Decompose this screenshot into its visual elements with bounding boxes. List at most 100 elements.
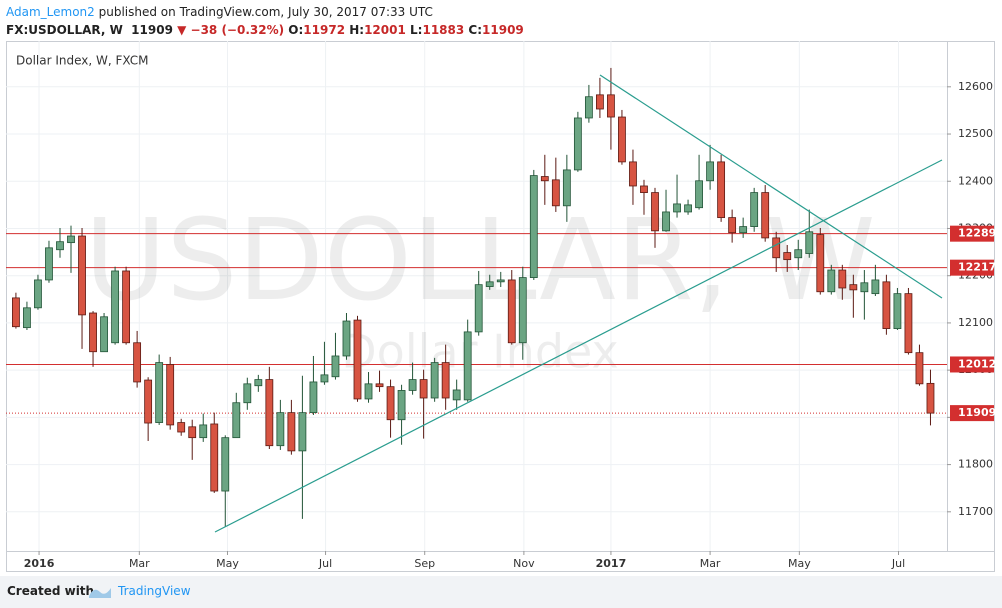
candle-body (739, 226, 748, 234)
candle-body (640, 185, 648, 193)
candle-body (518, 277, 527, 344)
change: ▼ −38 (−0.32%) (177, 23, 285, 37)
candle-body (893, 293, 902, 329)
candle-body (386, 386, 395, 421)
header-line-2: FX:USDOLLAR, W 11909 ▼ −38 (−0.32%) O:11… (6, 21, 524, 39)
candle-body (397, 390, 406, 421)
candle-body (144, 379, 153, 424)
candle-body (772, 237, 781, 259)
candle-body (496, 279, 505, 283)
created-with: Created with (7, 584, 95, 598)
price-label-box (950, 225, 994, 242)
candle-body (684, 204, 692, 213)
candle-body (441, 362, 450, 399)
trend-line[interactable] (214, 159, 943, 533)
x-tick-label: 2017 (596, 557, 627, 570)
candle-body (133, 342, 142, 383)
candle-body (695, 180, 703, 209)
candle-body (871, 279, 880, 295)
candle-body (353, 319, 362, 400)
candle-body (816, 234, 825, 293)
candle-body (827, 269, 836, 293)
candle-body (485, 281, 494, 287)
candle-body (320, 374, 329, 383)
candle-body (23, 307, 31, 329)
ohlc-value: 11883 (422, 23, 465, 37)
candle-body (331, 355, 340, 378)
trend-line[interactable] (599, 74, 943, 299)
x-tick-label: Jul (891, 557, 905, 570)
ohlc-value: 11909 (482, 23, 524, 37)
chart: USDOLLAR, W Dollar Index Dollar Index, W… (6, 41, 996, 572)
candle-body (717, 161, 726, 219)
chart-title: Dollar Index, W, FXCM (16, 54, 149, 68)
candle-body (45, 247, 53, 281)
candle-body (34, 279, 42, 309)
candle-body (430, 362, 439, 399)
brand[interactable]: TradingView (118, 584, 191, 598)
candle-body (805, 231, 814, 254)
price-label-box (950, 405, 994, 422)
ohlc-value: 12001 (364, 23, 406, 37)
candle-body (419, 379, 428, 399)
candle-body (596, 94, 604, 110)
footer: Created with TradingView (0, 576, 1002, 608)
candle-body (761, 192, 770, 239)
candle-body (342, 320, 351, 357)
candle-body (838, 269, 847, 289)
candle-body (463, 331, 472, 401)
ohlc-value: 11972 (303, 23, 346, 37)
x-tick-label: May (788, 557, 811, 570)
candle-body (860, 282, 869, 293)
candle-body (662, 211, 670, 232)
candle-body (309, 381, 318, 414)
candle-body (199, 424, 208, 439)
candle-body (243, 383, 252, 404)
candle-body (254, 379, 263, 387)
candle-body (287, 412, 296, 452)
price-label-box (950, 259, 994, 276)
candle-body (210, 423, 219, 492)
candle-body (89, 312, 97, 353)
candle-body (166, 364, 175, 426)
candle-body (904, 293, 913, 354)
y-tick-label: 11800 (958, 458, 993, 471)
candle-body (265, 379, 274, 447)
candle-body (629, 161, 637, 187)
candle-body (728, 217, 737, 234)
candle-body (67, 235, 75, 244)
price-label: 11909 (958, 406, 996, 419)
candle-body (155, 362, 164, 423)
candle-body (607, 94, 615, 118)
candle-body (507, 279, 516, 344)
candle-body (408, 379, 417, 391)
y-tick-label: 12600 (958, 80, 993, 93)
price-label: 12289 (958, 227, 996, 240)
candle-body (232, 402, 241, 439)
candle-body (474, 284, 483, 333)
candle-body (364, 383, 373, 400)
candle-body (276, 412, 285, 447)
x-tick-label: Jul (318, 557, 332, 570)
price-label: 12217 (958, 261, 996, 274)
candle-body (122, 270, 131, 344)
candle-body (673, 203, 681, 213)
candle-body (573, 117, 582, 171)
candle-body (56, 241, 64, 251)
candle-body (375, 383, 384, 388)
price-label: 12012 (958, 357, 996, 370)
change-value: −38 (−0.32%) (190, 23, 285, 37)
candle-body (111, 270, 119, 344)
header: Adam_Lemon2 published on TradingView.com… (6, 3, 524, 39)
candle-body (452, 389, 461, 401)
author[interactable]: Adam_Lemon2 (6, 5, 95, 19)
ohlc-label: O: (288, 23, 304, 37)
watermark-sub: Dollar Index (341, 325, 618, 379)
header-line-1: Adam_Lemon2 published on TradingView.com… (6, 3, 524, 21)
published: published on TradingView.com, July 30, 2… (98, 5, 433, 19)
candle-body (529, 175, 538, 278)
y-tick-label: 12100 (958, 316, 993, 329)
candle-body (794, 249, 803, 259)
candle-body (12, 297, 20, 328)
symbol: FX:USDOLLAR, W (6, 23, 123, 37)
